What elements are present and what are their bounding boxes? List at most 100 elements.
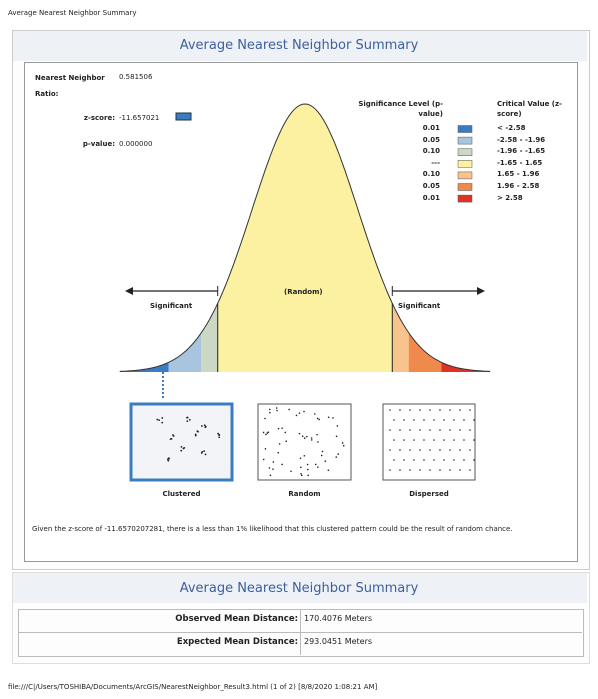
pattern-dot [281, 427, 283, 429]
pattern-dot [419, 409, 421, 411]
pattern-dot [413, 439, 415, 441]
pattern-dot [314, 413, 316, 415]
pattern-dot [161, 422, 163, 424]
description: Given the z-score of -11.6570207281, the… [32, 518, 562, 540]
pattern-dot [276, 410, 278, 412]
legend-z: 1.65 - 1.96 [497, 170, 539, 178]
pattern-dot [439, 409, 441, 411]
summary-label: Expected Mean Distance: [177, 637, 298, 647]
pattern-dot [300, 467, 302, 469]
legend-swatch [458, 160, 472, 167]
pattern-dot [173, 435, 175, 437]
arrow-head [125, 287, 133, 295]
summary-table [18, 609, 584, 657]
pattern-dot [307, 464, 309, 466]
legend-p: 0.05 [423, 182, 440, 190]
legend-swatch [458, 137, 472, 144]
pattern-dot [321, 455, 323, 457]
pattern-dot [317, 418, 319, 420]
pattern-dot [307, 469, 309, 471]
pattern-dot [322, 451, 324, 453]
pattern-dot [328, 469, 330, 471]
pattern-dot [399, 429, 401, 431]
pattern-dot [419, 469, 421, 471]
pattern-dot [203, 450, 205, 452]
legend-p: 0.10 [423, 170, 440, 178]
pattern-dot [423, 459, 425, 461]
legend-swatch [458, 172, 472, 179]
pattern-dot [459, 429, 461, 431]
pattern-dot [399, 469, 401, 471]
pattern-dot [161, 417, 163, 419]
pattern-dot [389, 469, 391, 471]
pattern-dot [263, 432, 265, 434]
stat-value: 0.581506 [119, 73, 152, 81]
pattern-dot [439, 449, 441, 451]
stat-value: -11.657021 [119, 114, 159, 122]
pattern-dot [439, 469, 441, 471]
curve-region [392, 303, 408, 372]
pattern-dot [443, 459, 445, 461]
pattern-label: Clustered [131, 490, 232, 498]
pattern-dot [277, 452, 279, 454]
pattern-dot [276, 407, 278, 409]
pattern-box [258, 404, 351, 480]
legend-p: 0.10 [423, 147, 440, 155]
pattern-dot [449, 409, 451, 411]
legend-swatch [458, 184, 472, 191]
pattern-dot [328, 416, 330, 418]
stat-label: Nearest Neighbor Ratio: [35, 70, 115, 102]
pattern-label: Random [258, 490, 351, 498]
legend-swatch [458, 149, 472, 156]
pattern-dot [317, 466, 319, 468]
pattern-dot [443, 419, 445, 421]
summary-title: Average Nearest Neighbor Summary [0, 581, 598, 596]
pattern-label: Dispersed [383, 490, 475, 498]
pattern-dot [315, 464, 317, 466]
pattern-dot [337, 425, 339, 427]
pattern-dot [393, 459, 395, 461]
pattern-dot [393, 439, 395, 441]
pattern-dot [201, 425, 203, 427]
z-marker [176, 113, 191, 120]
pattern-dot [318, 419, 320, 421]
legend-z: > 2.58 [497, 194, 523, 202]
legend-swatch [458, 195, 472, 202]
pattern-dot [269, 412, 271, 414]
pattern-dot [265, 448, 267, 450]
curve-region [218, 104, 393, 372]
legend-header: Critical Value (z-score) [497, 99, 567, 119]
pattern-dot [270, 475, 272, 477]
pattern-dot [419, 449, 421, 451]
pattern-dot [266, 432, 268, 434]
pattern-dot [409, 429, 411, 431]
pattern-dot [273, 461, 275, 463]
pattern-dot [433, 439, 435, 441]
pattern-dot [469, 449, 471, 451]
pattern-dot [290, 470, 292, 472]
pattern-dot [429, 409, 431, 411]
pattern-dot [449, 469, 451, 471]
pattern-dot [186, 417, 188, 419]
pattern-dot [269, 467, 271, 469]
pattern-dot [469, 429, 471, 431]
pattern-dot [304, 437, 306, 439]
pattern-dot [337, 453, 339, 455]
legend-p: --- [431, 159, 440, 167]
pattern-dot [284, 432, 286, 434]
pattern-dot [197, 431, 199, 433]
pattern-dot [413, 459, 415, 461]
summary-value: 170.4076 Meters [304, 614, 372, 623]
pattern-dot [186, 420, 188, 422]
pattern-dot [439, 429, 441, 431]
pattern-dot [263, 459, 265, 461]
legend-z: -1.96 - -1.65 [497, 147, 545, 155]
pattern-dot [195, 433, 197, 435]
legend-z: -1.65 - 1.65 [497, 159, 542, 167]
pattern-dot [311, 437, 313, 439]
pattern-dot [399, 409, 401, 411]
pattern-dot [183, 447, 185, 449]
pattern-dot [449, 449, 451, 451]
pattern-dot [272, 468, 274, 470]
pattern-dot [156, 419, 158, 421]
